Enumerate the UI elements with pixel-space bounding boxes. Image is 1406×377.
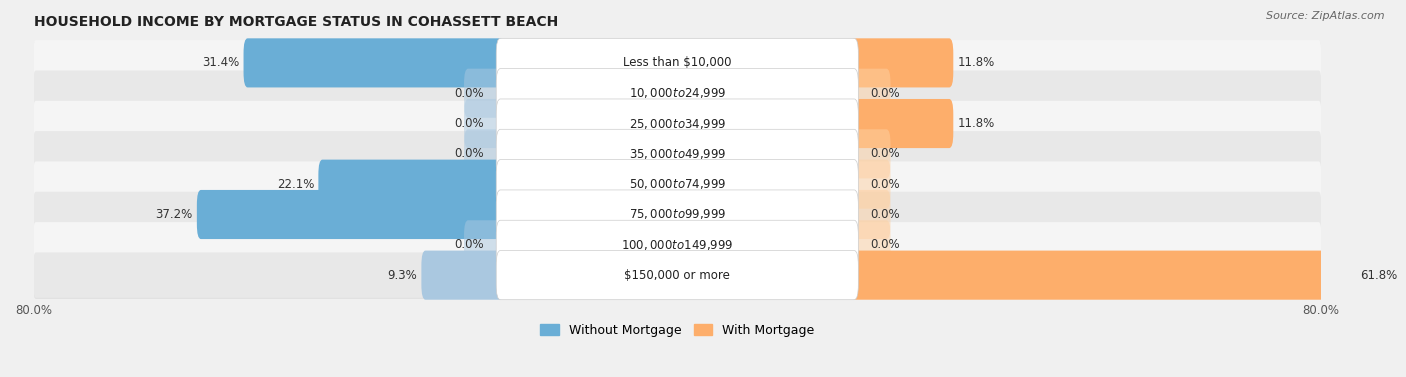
FancyBboxPatch shape <box>496 220 858 270</box>
FancyBboxPatch shape <box>851 251 1355 300</box>
Text: 0.0%: 0.0% <box>454 87 484 100</box>
Text: $35,000 to $49,999: $35,000 to $49,999 <box>628 147 725 161</box>
FancyBboxPatch shape <box>851 99 953 148</box>
FancyBboxPatch shape <box>34 40 1322 86</box>
FancyBboxPatch shape <box>464 129 505 178</box>
Text: $150,000 or more: $150,000 or more <box>624 269 730 282</box>
Text: 0.0%: 0.0% <box>870 208 900 221</box>
FancyBboxPatch shape <box>34 222 1322 268</box>
Legend: Without Mortgage, With Mortgage: Without Mortgage, With Mortgage <box>534 319 820 342</box>
FancyBboxPatch shape <box>422 251 505 300</box>
FancyBboxPatch shape <box>496 38 858 87</box>
Text: 0.0%: 0.0% <box>454 238 484 251</box>
FancyBboxPatch shape <box>851 129 890 178</box>
FancyBboxPatch shape <box>197 190 505 239</box>
FancyBboxPatch shape <box>34 101 1322 146</box>
FancyBboxPatch shape <box>464 69 505 118</box>
Text: 0.0%: 0.0% <box>870 178 900 191</box>
Text: 37.2%: 37.2% <box>156 208 193 221</box>
Text: $50,000 to $74,999: $50,000 to $74,999 <box>628 177 725 191</box>
FancyBboxPatch shape <box>34 102 1322 147</box>
Text: $25,000 to $34,999: $25,000 to $34,999 <box>628 116 725 130</box>
FancyBboxPatch shape <box>34 253 1322 298</box>
Text: 0.0%: 0.0% <box>870 87 900 100</box>
FancyBboxPatch shape <box>496 159 858 209</box>
Text: 9.3%: 9.3% <box>388 269 418 282</box>
FancyBboxPatch shape <box>34 223 1322 268</box>
Text: Source: ZipAtlas.com: Source: ZipAtlas.com <box>1267 11 1385 21</box>
FancyBboxPatch shape <box>34 41 1322 87</box>
FancyBboxPatch shape <box>496 99 858 148</box>
FancyBboxPatch shape <box>496 69 858 118</box>
Text: 0.0%: 0.0% <box>454 117 484 130</box>
FancyBboxPatch shape <box>496 251 858 300</box>
Text: 22.1%: 22.1% <box>277 178 315 191</box>
Text: 11.8%: 11.8% <box>957 57 994 69</box>
FancyBboxPatch shape <box>464 99 505 148</box>
Text: 11.8%: 11.8% <box>957 117 994 130</box>
FancyBboxPatch shape <box>34 161 1322 207</box>
Text: $10,000 to $24,999: $10,000 to $24,999 <box>628 86 725 100</box>
FancyBboxPatch shape <box>496 129 858 178</box>
FancyBboxPatch shape <box>496 190 858 239</box>
FancyBboxPatch shape <box>851 69 890 118</box>
FancyBboxPatch shape <box>851 190 890 239</box>
Text: 61.8%: 61.8% <box>1360 269 1398 282</box>
FancyBboxPatch shape <box>34 132 1322 178</box>
FancyBboxPatch shape <box>34 193 1322 238</box>
Text: Less than $10,000: Less than $10,000 <box>623 57 731 69</box>
FancyBboxPatch shape <box>34 253 1322 299</box>
FancyBboxPatch shape <box>851 159 890 209</box>
FancyBboxPatch shape <box>34 70 1322 116</box>
FancyBboxPatch shape <box>34 162 1322 208</box>
FancyBboxPatch shape <box>318 159 505 209</box>
Text: $75,000 to $99,999: $75,000 to $99,999 <box>628 207 725 222</box>
FancyBboxPatch shape <box>851 220 890 270</box>
Text: $100,000 to $149,999: $100,000 to $149,999 <box>621 238 734 252</box>
Text: 0.0%: 0.0% <box>454 147 484 160</box>
Text: 0.0%: 0.0% <box>870 147 900 160</box>
FancyBboxPatch shape <box>851 38 953 87</box>
FancyBboxPatch shape <box>34 131 1322 176</box>
FancyBboxPatch shape <box>243 38 505 87</box>
Text: HOUSEHOLD INCOME BY MORTGAGE STATUS IN COHASSETT BEACH: HOUSEHOLD INCOME BY MORTGAGE STATUS IN C… <box>34 15 558 29</box>
FancyBboxPatch shape <box>34 71 1322 117</box>
FancyBboxPatch shape <box>464 220 505 270</box>
Text: 31.4%: 31.4% <box>202 57 239 69</box>
Text: 0.0%: 0.0% <box>870 238 900 251</box>
FancyBboxPatch shape <box>34 192 1322 237</box>
